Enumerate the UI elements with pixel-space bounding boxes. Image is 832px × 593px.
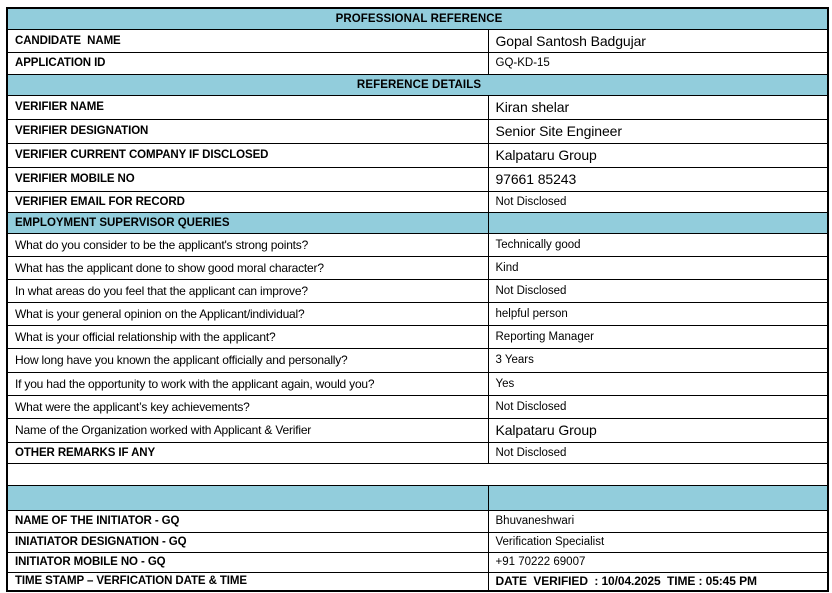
table-row: VERIFIER MOBILE NO 97661 85243 (6, 166, 829, 192)
table-row: What is your official relationship with … (6, 324, 829, 349)
table-row: INITIATOR MOBILE NO - GQ +91 70222 69007 (6, 551, 829, 573)
query-answer: Yes (487, 371, 829, 396)
table-row: Name of the Organization worked with App… (6, 417, 829, 443)
query-answer: Not Disclosed (487, 394, 829, 419)
query-answer: helpful person (487, 301, 829, 326)
initiator-designation-label: INIATIATOR DESIGNATION - GQ (6, 531, 489, 553)
query-answer: Kind (487, 255, 829, 280)
initiator-mobile-label: INITIATOR MOBILE NO - GQ (6, 551, 489, 573)
employment-supervisor-queries-empty-cell (487, 211, 829, 234)
table-row: What do you consider to be the applicant… (6, 232, 829, 257)
table-row: REFERENCE DETAILS (6, 73, 829, 96)
verifier-designation-label: VERIFIER DESIGNATION (6, 118, 489, 144)
timestamp-label: TIME STAMP – VERFICATION DATE & TIME (6, 571, 489, 592)
table-row: VERIFIER NAME Kiran shelar (6, 94, 829, 120)
candidate-name-label: CANDIDATE NAME (6, 28, 489, 53)
query-question: If you had the opportunity to work with … (6, 371, 489, 396)
candidate-name-value: Gopal Santosh Badgujar (487, 28, 829, 53)
table-row: What were the applicant’s key achievemen… (6, 394, 829, 419)
query-answer: Reporting Manager (487, 324, 829, 349)
table-row: VERIFIER CURRENT COMPANY IF DISCLOSED Ka… (6, 142, 829, 168)
verifier-company-value: Kalpataru Group (487, 142, 829, 168)
initiator-name-label: NAME OF THE INITIATOR - GQ (6, 509, 489, 533)
empty-spacer-row (6, 462, 829, 486)
initiator-section-band-left (6, 484, 489, 511)
query-answer: Technically good (487, 232, 829, 257)
table-row (6, 462, 829, 486)
verifier-designation-value: Senior Site Engineer (487, 118, 829, 144)
section-header-employment-supervisor-queries: EMPLOYMENT SUPERVISOR QUERIES (6, 211, 489, 234)
table-row: VERIFIER EMAIL FOR RECORD Not Disclosed (6, 190, 829, 213)
query-question: What were the applicant’s key achievemen… (6, 394, 489, 419)
initiator-designation-value: Verification Specialist (487, 531, 829, 553)
verifier-mobile-label: VERIFIER MOBILE NO (6, 166, 489, 192)
table-row: VERIFIER DESIGNATION Senior Site Enginee… (6, 118, 829, 144)
application-id-label: APPLICATION ID (6, 51, 489, 75)
verifier-company-label: VERIFIER CURRENT COMPANY IF DISCLOSED (6, 142, 489, 168)
section-header-professional-reference: PROFESSIONAL REFERENCE (6, 7, 829, 30)
timestamp-value: DATE VERIFIED : 10/04.2025 TIME : 05:45 … (487, 571, 829, 592)
table-row: APPLICATION ID GQ-KD-15 (6, 51, 829, 75)
verifier-name-value: Kiran shelar (487, 94, 829, 120)
table-row: If you had the opportunity to work with … (6, 371, 829, 396)
verifier-mobile-value: 97661 85243 (487, 166, 829, 192)
table-row: PROFESSIONAL REFERENCE (6, 7, 829, 30)
professional-reference-table: PROFESSIONAL REFERENCE CANDIDATE NAME Go… (6, 7, 830, 592)
initiator-section-band-right (487, 484, 829, 511)
query-question: What is your official relationship with … (6, 324, 489, 349)
other-remarks-value: Not Disclosed (487, 441, 829, 464)
table-row: CANDIDATE NAME Gopal Santosh Badgujar (6, 28, 829, 53)
table-row: What has the applicant done to show good… (6, 255, 829, 280)
query-answer: 3 Years (487, 347, 829, 373)
query-question: What has the applicant done to show good… (6, 255, 489, 280)
initiator-name-value: Bhuvaneshwari (487, 509, 829, 533)
other-remarks-label: OTHER REMARKS IF ANY (6, 441, 489, 464)
table-row: NAME OF THE INITIATOR - GQ Bhuvaneshwari (6, 509, 829, 533)
table-row: In what areas do you feel that the appli… (6, 278, 829, 303)
verifier-email-value: Not Disclosed (487, 190, 829, 213)
table-row: OTHER REMARKS IF ANY Not Disclosed (6, 441, 829, 464)
table-row (6, 484, 829, 511)
table-row: How long have you known the applicant of… (6, 347, 829, 373)
table-row: TIME STAMP – VERFICATION DATE & TIME DAT… (6, 571, 829, 592)
table-row: What is your general opinion on the Appl… (6, 301, 829, 326)
query-question: Name of the Organization worked with App… (6, 417, 489, 443)
table-row: EMPLOYMENT SUPERVISOR QUERIES (6, 211, 829, 234)
table-row: INIATIATOR DESIGNATION - GQ Verification… (6, 531, 829, 553)
verifier-name-label: VERIFIER NAME (6, 94, 489, 120)
verifier-email-label: VERIFIER EMAIL FOR RECORD (6, 190, 489, 213)
query-answer: Not Disclosed (487, 278, 829, 303)
query-question: What do you consider to be the applicant… (6, 232, 489, 257)
query-answer: Kalpataru Group (487, 417, 829, 443)
section-header-reference-details: REFERENCE DETAILS (6, 73, 829, 96)
initiator-mobile-value: +91 70222 69007 (487, 551, 829, 573)
query-question: What is your general opinion on the Appl… (6, 301, 489, 326)
query-question: How long have you known the applicant of… (6, 347, 489, 373)
application-id-value: GQ-KD-15 (487, 51, 829, 75)
query-question: In what areas do you feel that the appli… (6, 278, 489, 303)
